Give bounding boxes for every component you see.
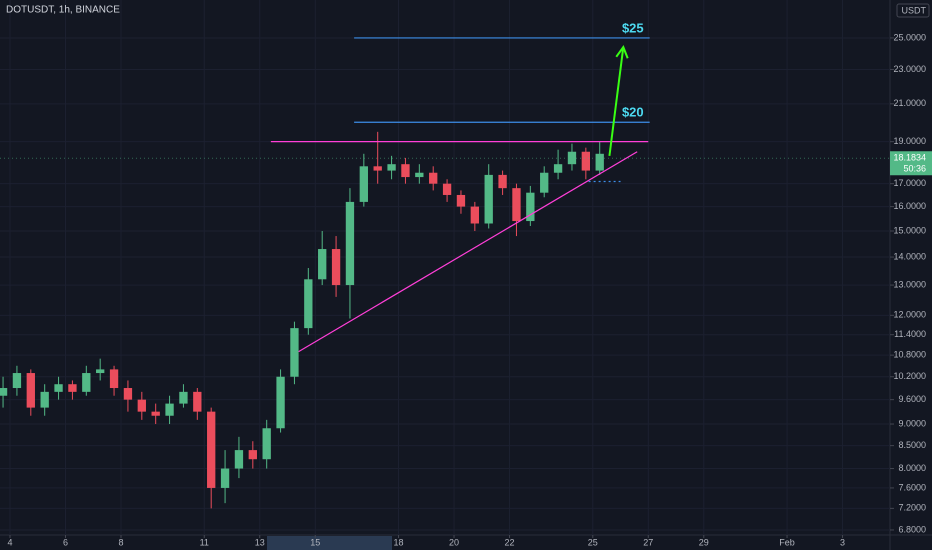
currency-box[interactable] [896, 3, 930, 18]
candle-body [137, 399, 146, 412]
candle-body [207, 411, 216, 488]
y-tick-label: 8.0000 [898, 463, 926, 473]
target-label: $20 [622, 105, 644, 120]
y-tick-label: 8.5000 [898, 440, 926, 450]
plot: $25 $20 [0, 20, 890, 509]
x-tick-label: 13 [255, 537, 265, 547]
x-tick-label: 11 [200, 537, 209, 547]
candle-body [276, 376, 285, 429]
candle-body [68, 384, 77, 392]
candle-body [40, 391, 49, 408]
candle-body [220, 468, 230, 488]
date-range-highlight [267, 536, 392, 550]
candle-body [484, 174, 493, 224]
x-tick-label: 25 [588, 537, 598, 547]
y-tick-label: 7.2000 [898, 503, 926, 513]
candle-body [123, 388, 133, 400]
candle-body [151, 411, 160, 416]
y-tick-label: 13.0000 [893, 279, 926, 289]
candle-body [540, 172, 549, 193]
candle-body [26, 373, 35, 408]
x-tick-label: 15 [310, 537, 320, 547]
candle-body [387, 164, 396, 171]
candle-body [553, 164, 563, 173]
countdown-label: 50:36 [903, 164, 926, 174]
candle-body [526, 192, 535, 222]
arrow-head [615, 45, 629, 59]
candle-body [304, 279, 313, 329]
candle-body [318, 249, 327, 280]
currency-label[interactable]: USDT [902, 5, 927, 15]
y-tick-label: 14.0000 [893, 251, 926, 261]
candle-body [401, 164, 410, 178]
drawing-line [298, 151, 638, 353]
y-tick-label: 6.8000 [898, 524, 926, 534]
candle-body [359, 166, 368, 202]
candle-body [179, 391, 188, 404]
candle-body [470, 206, 479, 224]
candle-body [290, 328, 299, 377]
candle-body [262, 428, 271, 460]
candle-body [595, 153, 604, 171]
last-price-label: 18.1834 [893, 153, 926, 163]
candle-body [82, 373, 91, 392]
candle-body [0, 388, 8, 396]
y-tick-label: 21.0000 [893, 98, 926, 108]
candle-body [442, 183, 452, 195]
y-tick-label: 15.0000 [893, 225, 926, 235]
y-tick-label: 7.6000 [898, 482, 926, 492]
candle-body [193, 391, 202, 412]
y-tick-label: 10.8000 [893, 350, 926, 360]
y-tick-label: 16.0000 [893, 201, 926, 211]
candle-body [415, 172, 424, 178]
candle-body [345, 201, 355, 286]
x-tick-label: 3 [840, 537, 845, 547]
x-tick-label: 22 [505, 537, 515, 547]
y-tick-label: 23.0000 [893, 64, 926, 74]
y-tick-label: 9.0000 [898, 418, 926, 428]
candle-body [373, 166, 382, 171]
y-tick-label: 17.0000 [893, 178, 926, 188]
candle-body [109, 369, 119, 389]
candle-body [165, 403, 174, 416]
candle-body [234, 450, 244, 469]
candle-body [96, 369, 105, 374]
x-tick-label: 4 [7, 537, 12, 547]
candle-body [512, 188, 521, 222]
x-tick-label: 18 [394, 537, 404, 547]
target-arrow [608, 46, 625, 156]
x-tick-label: 20 [449, 537, 459, 547]
y-tick-label: 12.0000 [893, 310, 926, 320]
y-tick-label: 11.4000 [894, 329, 926, 339]
x-tick-label: Feb [779, 537, 795, 547]
candle-body [456, 194, 466, 207]
y-tick-label: 25.0000 [893, 32, 926, 42]
candle-body [498, 174, 507, 189]
candle-body [331, 249, 341, 286]
candle-body [567, 151, 577, 165]
candle-body [248, 450, 257, 460]
y-tick-label: 10.2000 [893, 371, 926, 381]
candle-body [429, 172, 438, 184]
x-tick-label: 29 [699, 537, 709, 547]
candle-body [54, 384, 63, 392]
y-tick-label: 9.6000 [898, 394, 926, 404]
chart-title: DOTUSDT, 1h, BINANCE [6, 5, 120, 16]
candle-body [12, 373, 22, 389]
x-tick-label: 27 [643, 537, 653, 547]
y-tick-label: 19.0000 [893, 136, 926, 146]
x-tick-label: 6 [63, 537, 68, 547]
candle-body [581, 151, 591, 171]
x-tick-label: 8 [118, 537, 123, 547]
last-price-tag [890, 151, 932, 176]
target-label: $25 [622, 20, 644, 35]
